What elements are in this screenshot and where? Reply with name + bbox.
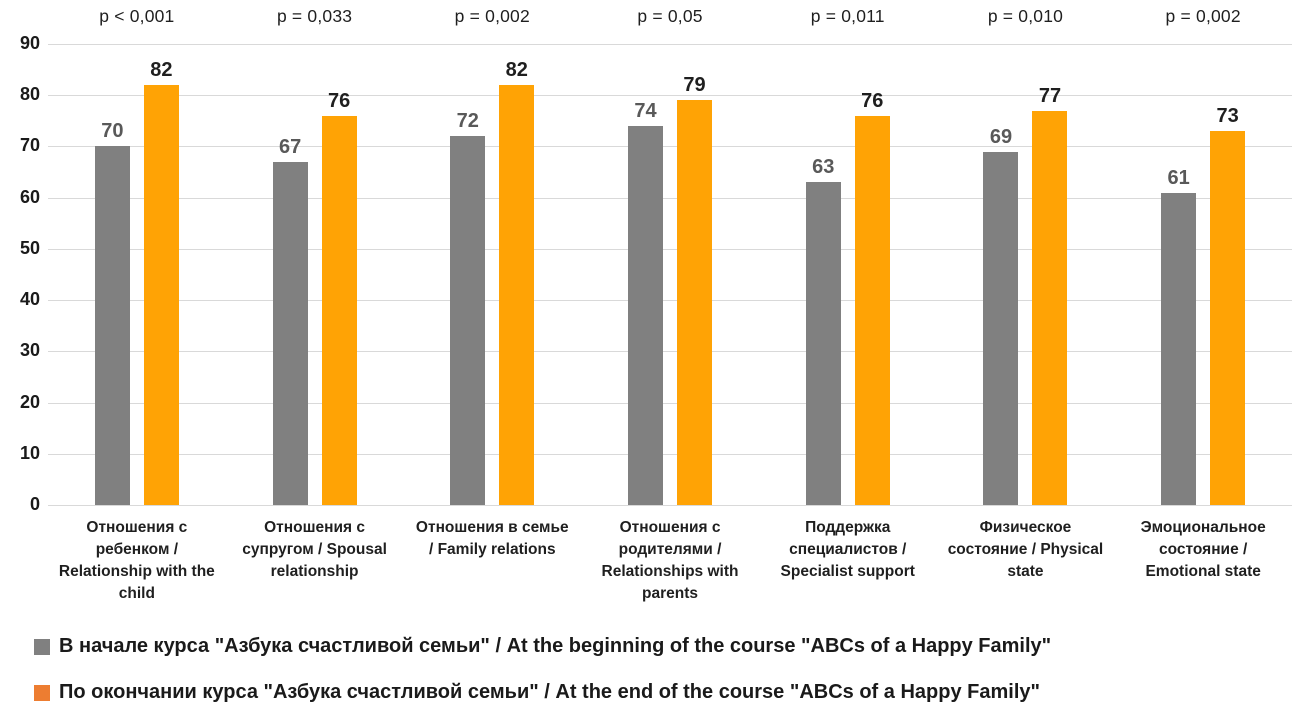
y-tick-label: 20 (19, 391, 40, 412)
bar-after (677, 100, 713, 505)
bar-group: 74 79 (581, 44, 759, 505)
gridline (48, 300, 1292, 302)
legend-item-after: По окончании курса "Азбука счастливой се… (34, 680, 1051, 705)
category-axis: Отношения с ребенком / Relationship with… (48, 517, 1292, 605)
gridline (48, 351, 1292, 353)
bar-value-label-before: 69 (989, 125, 1013, 148)
bar-value-label-before: 70 (101, 120, 124, 143)
bar-value-label-before: 74 (634, 99, 657, 122)
bar-wrap-after: 77 (1032, 44, 1068, 505)
bar-value-label-after: 73 (1216, 105, 1239, 128)
gridline (48, 402, 1292, 404)
y-tick-label: 10 (19, 442, 40, 463)
gridline (48, 197, 1292, 199)
p-value-label: p = 0,011 (810, 6, 885, 26)
y-tick-label: 60 (19, 186, 40, 207)
p-value-row: p < 0,001 p = 0,033 p = 0,002 p = 0,05 p = 0… (48, 6, 1292, 32)
p-value-label: p = 0,002 (1165, 6, 1241, 26)
category-label: Эмоциональное состояние / Emotional stat… (1140, 519, 1266, 580)
bar-wrap-after: 82 (143, 44, 179, 505)
y-tick-label: 30 (19, 340, 40, 361)
y-tick-label: 0 (29, 494, 40, 515)
y-tick-label: 80 (19, 84, 40, 105)
bar-before (450, 136, 486, 505)
bar-wrap-after: 76 (321, 44, 357, 505)
bar-value-label-after: 82 (505, 58, 528, 81)
p-value-label: p = 0,033 (276, 6, 353, 26)
bar-before (94, 146, 130, 505)
gridline (48, 248, 1292, 250)
bar-after (321, 115, 357, 505)
category-label: Физическое состояние / Physical state (947, 519, 1104, 580)
bar-wrap-before: 74 (628, 44, 664, 505)
legend: В начале курса "Азбука счастливой семьи"… (34, 634, 1051, 705)
bar-group: 63 76 (759, 44, 937, 505)
bar-value-label-after: 77 (1038, 84, 1062, 107)
bar-value-label-before: 63 (812, 156, 835, 179)
category-label: Отношения с супругом / Spousal relations… (242, 519, 387, 580)
bar-group: 67 76 (226, 44, 404, 505)
bar-wrap-after: 82 (499, 44, 535, 505)
bar-before (272, 161, 308, 505)
category-label: Поддержка специалистов / Specialist supp… (780, 519, 915, 580)
bar-after (854, 115, 890, 505)
bar-wrap-before: 67 (272, 44, 308, 505)
p-value-label: p = 0,010 (987, 6, 1064, 26)
category-label: Отношения в семье / Family relations (415, 519, 569, 558)
bar-wrap-before: 61 (1161, 44, 1197, 505)
bar-group: 61 73 (1114, 44, 1292, 505)
bar-wrap-after: 79 (677, 44, 713, 505)
bar-value-label-after: 82 (150, 58, 173, 81)
p-value-label: p = 0,002 (454, 6, 530, 26)
gridline (48, 453, 1292, 455)
y-tick-label: 90 (19, 33, 40, 54)
bar-value-label-before: 61 (1167, 166, 1190, 189)
plot-area: 70 82 67 76 72 82 74 (48, 44, 1292, 506)
bar-value-label-after: 79 (683, 74, 706, 97)
bar-wrap-after: 73 (1210, 44, 1246, 505)
gridline (48, 505, 1292, 506)
bar-after (1032, 110, 1068, 505)
gridline (48, 44, 1292, 45)
y-tick-label: 50 (19, 237, 40, 258)
bar-after (499, 84, 535, 505)
p-value-label: p = 0,05 (637, 6, 703, 26)
bar-value-label-after: 76 (861, 89, 884, 112)
legend-swatch-before-icon (34, 638, 50, 655)
legend-swatch-after-icon (34, 684, 50, 701)
gridline (48, 146, 1292, 148)
y-tick-label: 40 (19, 289, 40, 310)
bar-before (1161, 192, 1197, 505)
bar-groups: 70 82 67 76 72 82 74 (48, 44, 1292, 505)
legend-item-before: В начале курса "Азбука счастливой семьи"… (34, 634, 1051, 659)
legend-label-before: В начале курса "Азбука счастливой семьи"… (59, 635, 1052, 657)
legend-label-after: По окончании курса "Азбука счастливой се… (59, 681, 1040, 703)
bar-after (143, 84, 179, 505)
bar-before (983, 151, 1019, 505)
bar-before (805, 182, 841, 505)
bar-value-label-before: 67 (278, 135, 302, 158)
bar-group: 69 77 (937, 44, 1115, 505)
gridline (48, 95, 1292, 97)
bar-wrap-before: 70 (94, 44, 130, 505)
bar-group: 70 82 (48, 44, 226, 505)
bar-wrap-after: 76 (854, 44, 890, 505)
bar-wrap-before: 72 (450, 44, 486, 505)
bar-after (1210, 131, 1246, 505)
bar-wrap-before: 63 (805, 44, 841, 505)
bar-value-label-after: 76 (327, 89, 351, 112)
y-axis: 0 10 20 30 40 50 60 70 80 90 (0, 33, 40, 514)
bar-value-label-before: 72 (456, 110, 479, 133)
bar-group: 72 82 (403, 44, 581, 505)
y-tick-label: 70 (19, 135, 40, 156)
p-value-label: p < 0,001 (99, 6, 175, 26)
bar-before (628, 125, 664, 505)
bar-wrap-before: 69 (983, 44, 1019, 505)
category-label: Отношения с ребенком / Relationship with… (58, 519, 215, 602)
category-label: Отношения с родителями / Relationships w… (601, 519, 739, 602)
